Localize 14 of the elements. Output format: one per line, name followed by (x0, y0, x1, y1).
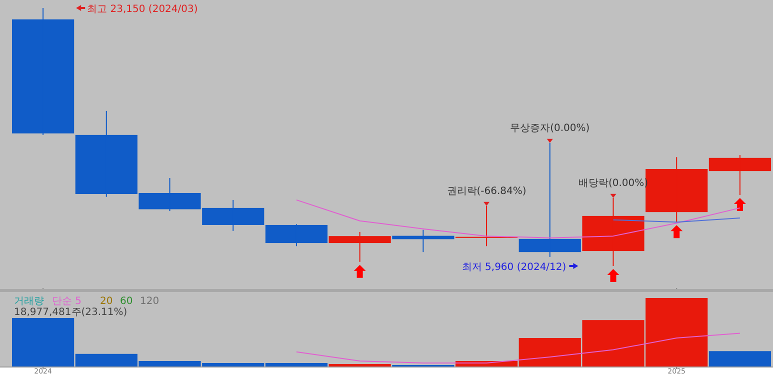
annotation: 권리락(-66.84%) (446, 186, 526, 197)
annotation: 120 (140, 296, 160, 307)
annotation: 무상증자(0.00%) (510, 122, 590, 134)
candlestick (265, 224, 328, 247)
annotation: 최저 5,960 (2024/12) (462, 262, 566, 273)
annotation: 18,977,481주(23.11%) (14, 307, 128, 318)
candlestick (328, 231, 391, 262)
series-label: 거래량 (14, 296, 44, 307)
annotation: 최고 23,150 (2024/03) (87, 4, 198, 15)
annotation: 60 (120, 296, 133, 307)
candlestick (12, 8, 74, 136)
annotation: 20 (100, 296, 113, 307)
bar (708, 351, 771, 367)
text: 단순 5 (52, 296, 82, 307)
